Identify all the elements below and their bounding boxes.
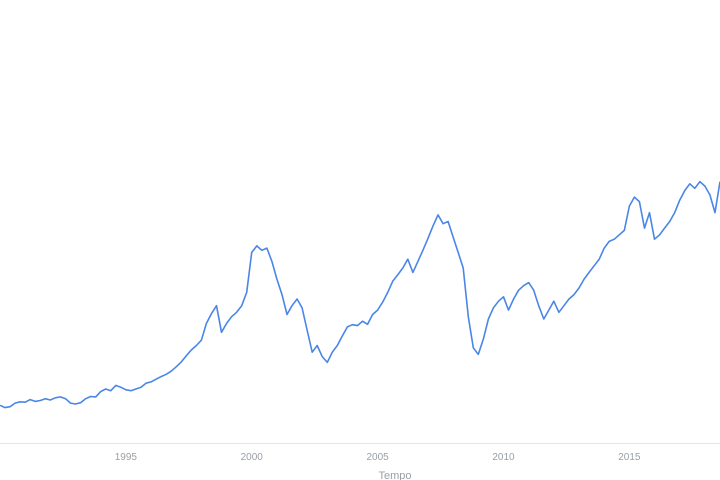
x-tick-label: 2000 [241,452,264,463]
x-tick-label: 2015 [618,452,641,463]
x-tick-label: 1995 [115,452,138,463]
series-line-0 [0,180,720,409]
x-axis-ticks: 1995 2000 2005 2010 2015 [115,452,641,463]
x-axis-title: Tempo [378,470,411,480]
x-tick-label: 2005 [366,452,389,463]
plot-area [0,180,720,409]
x-tick-label: 2010 [492,452,515,463]
